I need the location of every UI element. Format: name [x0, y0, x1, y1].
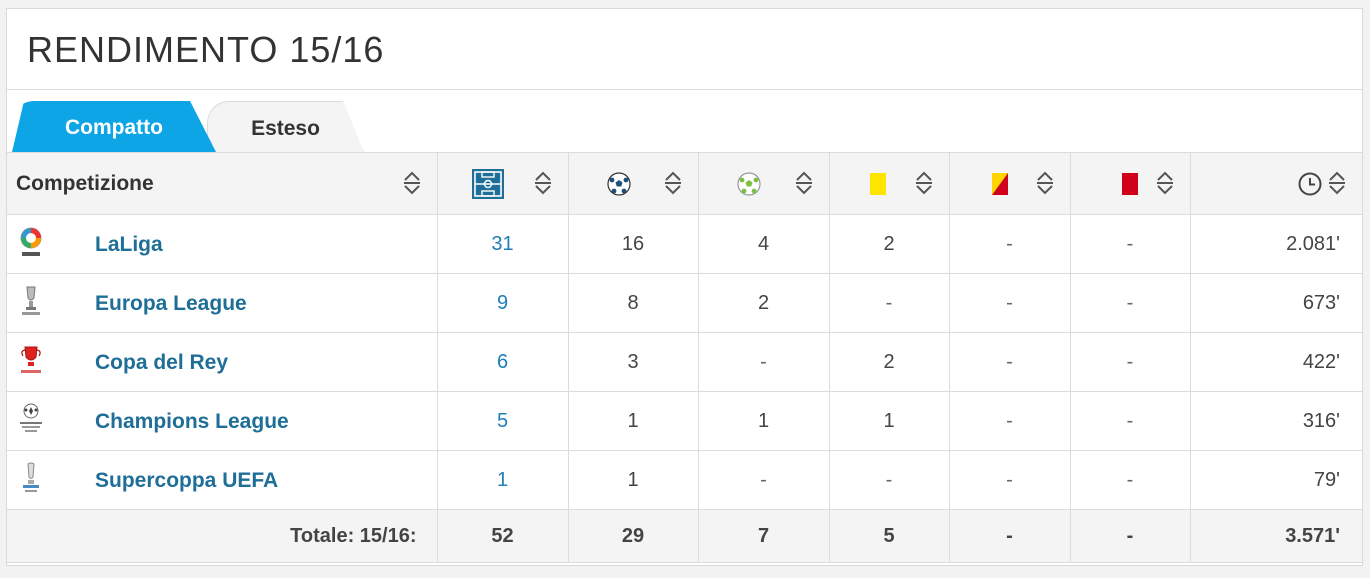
table-row: Europa League 9 8 2 - - - 673': [7, 273, 1362, 333]
copa-del-rey-logo: [21, 346, 41, 373]
appearances-cell[interactable]: 31: [436, 214, 569, 274]
table-row: Copa del Rey 6 3 - 2 - - 422': [7, 332, 1362, 392]
table-row: Champions League 5 1 1 1 - - 316': [7, 391, 1362, 451]
supercoppa-uefa-logo: [23, 462, 39, 492]
red-cards-cell: -: [1069, 332, 1191, 392]
competition-link[interactable]: Copa del Rey: [95, 351, 229, 374]
minutes-cell: 422': [1189, 332, 1362, 392]
competition-cell: Europa League: [7, 273, 438, 333]
view-tabs: Esteso Compatto: [7, 90, 1362, 152]
total-assists: 7: [697, 509, 830, 563]
yellow-cards-cell: 2: [828, 214, 950, 274]
sort-icon[interactable]: [1035, 170, 1055, 196]
yellow-card-icon: [869, 172, 886, 195]
second-yellow-cell: -: [948, 332, 1071, 392]
appearances-cell[interactable]: 9: [436, 273, 569, 333]
goals-cell: 3: [567, 332, 699, 392]
red-card-icon: [1121, 172, 1138, 195]
assists-cell: 4: [697, 214, 830, 274]
header-red-cards[interactable]: [1069, 152, 1191, 215]
totals-label: Totale: 15/16:: [7, 509, 438, 563]
assists-cell: -: [697, 332, 830, 392]
total-goals: 29: [567, 509, 699, 563]
competition-cell: Copa del Rey: [7, 332, 438, 392]
total-appearances: 52: [436, 509, 569, 563]
table-row: Supercoppa UEFA 1 1 - - - - 79': [7, 450, 1362, 510]
performance-panel: RENDIMENTO 15/16 Esteso Compatto Competi…: [6, 8, 1363, 566]
header-assists[interactable]: [697, 152, 830, 215]
competition-link[interactable]: Supercoppa UEFA: [95, 469, 279, 492]
total-red-cards: -: [1069, 509, 1191, 563]
header-yellow-cards[interactable]: [828, 152, 950, 215]
header-competition-label: Competizione: [16, 171, 154, 195]
minutes-cell: 79': [1189, 450, 1362, 510]
goals-cell: 16: [567, 214, 699, 274]
yellow-cards-cell: 1: [828, 391, 950, 451]
ball-icon: [606, 171, 631, 196]
second-yellow-cell: -: [948, 273, 1071, 333]
clock-icon: [1298, 172, 1321, 195]
appearances-cell[interactable]: 6: [436, 332, 569, 392]
competition-link[interactable]: LaLiga: [95, 233, 163, 256]
sort-icon[interactable]: [794, 170, 814, 196]
second-yellow-cell: -: [948, 214, 1071, 274]
appearances-cell[interactable]: 1: [436, 450, 569, 510]
red-cards-cell: -: [1069, 450, 1191, 510]
champions-league-logo: [20, 403, 42, 432]
sort-icon[interactable]: [533, 170, 553, 196]
minutes-cell: 673': [1189, 273, 1362, 333]
europa-league-logo: [22, 286, 40, 315]
goals-cell: 8: [567, 273, 699, 333]
assist-ball-icon: [736, 171, 761, 196]
assists-cell: 1: [697, 391, 830, 451]
red-cards-cell: -: [1069, 273, 1191, 333]
competition-link[interactable]: Champions League: [95, 410, 289, 433]
sort-icon[interactable]: [914, 170, 934, 196]
stats-table: Competizione: [7, 152, 1362, 563]
totals-row: Totale: 15/16: 52 29 7 5 - - 3.571': [7, 509, 1362, 563]
second-yellow-cell: -: [948, 391, 1071, 451]
laliga-logo: [20, 227, 42, 256]
sort-icon[interactable]: [663, 170, 683, 196]
field-icon: [471, 168, 504, 199]
yellow-red-card-icon: [991, 172, 1008, 195]
sort-icon[interactable]: [402, 170, 422, 196]
header-second-yellow[interactable]: [948, 152, 1071, 215]
header-minutes[interactable]: [1189, 152, 1362, 215]
tab-compatto[interactable]: Compatto: [12, 101, 216, 152]
goals-cell: 1: [567, 450, 699, 510]
assists-cell: -: [697, 450, 830, 510]
panel-title: RENDIMENTO 15/16: [7, 9, 1362, 90]
header-appearances[interactable]: [436, 152, 569, 215]
goals-cell: 1: [567, 391, 699, 451]
header-competition[interactable]: Competizione: [7, 152, 438, 215]
table-header-row: Competizione: [7, 152, 1362, 215]
total-yellow-cards: 5: [828, 509, 950, 563]
sort-icon[interactable]: [1155, 170, 1175, 196]
minutes-cell: 316': [1189, 391, 1362, 451]
red-cards-cell: -: [1069, 391, 1191, 451]
competition-link[interactable]: Europa League: [95, 292, 247, 315]
total-minutes: 3.571': [1189, 509, 1362, 563]
competition-cell: LaLiga: [7, 214, 438, 274]
table-row: LaLiga 31 16 4 2 - - 2.081': [7, 214, 1362, 274]
second-yellow-cell: -: [948, 450, 1071, 510]
total-second-yellow: -: [948, 509, 1071, 563]
sort-icon[interactable]: [1327, 170, 1347, 196]
yellow-cards-cell: -: [828, 450, 950, 510]
competition-cell: Champions League: [7, 391, 438, 451]
minutes-cell: 2.081': [1189, 214, 1362, 274]
yellow-cards-cell: -: [828, 273, 950, 333]
red-cards-cell: -: [1069, 214, 1191, 274]
competition-cell: Supercoppa UEFA: [7, 450, 438, 510]
appearances-cell[interactable]: 5: [436, 391, 569, 451]
tab-esteso[interactable]: Esteso: [207, 101, 364, 152]
header-goals[interactable]: [567, 152, 699, 215]
assists-cell: 2: [697, 273, 830, 333]
yellow-cards-cell: 2: [828, 332, 950, 392]
